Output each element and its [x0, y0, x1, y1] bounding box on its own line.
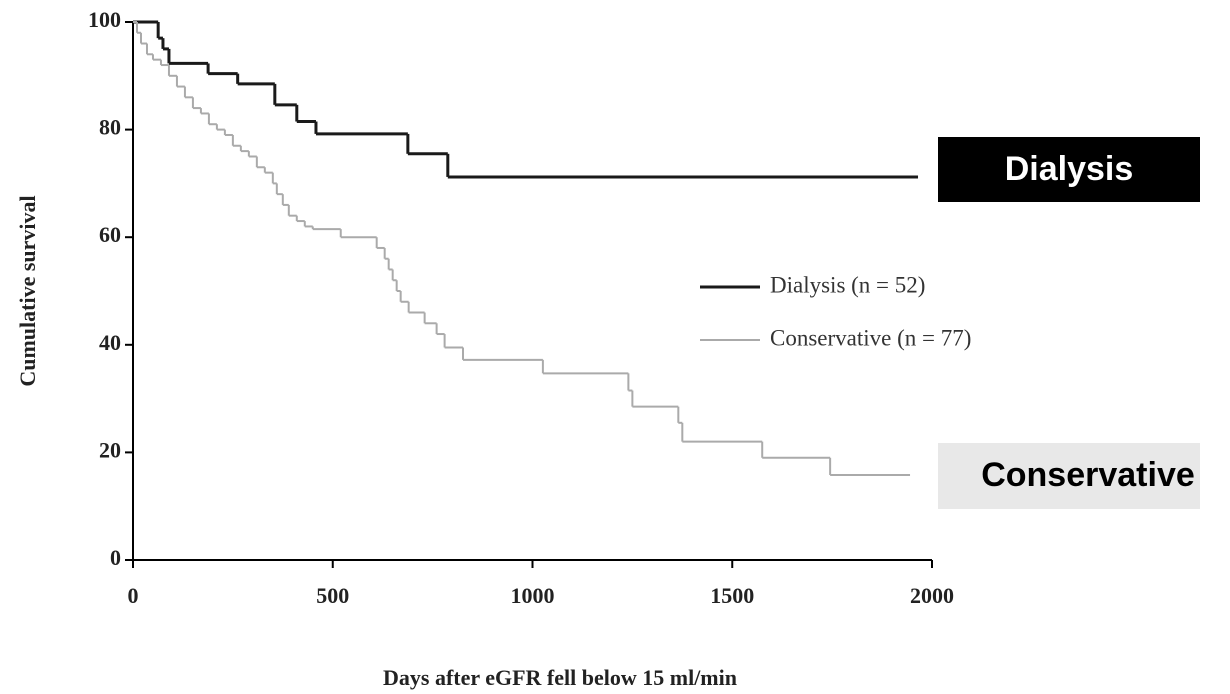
annotation-box	[938, 443, 1200, 509]
annotation: Dialysis	[1005, 150, 1134, 188]
x-tick-label: 0	[128, 583, 139, 608]
legend-label: Dialysis (n = 52)	[770, 272, 925, 297]
x-tick-label: 1000	[511, 583, 555, 608]
annotation-box	[938, 137, 1200, 202]
y-tick-label: 20	[99, 437, 121, 462]
annotation: Conservative	[981, 456, 1195, 494]
x-axis-label: Days after eGFR fell below 15 ml/min	[383, 665, 737, 690]
x-tick-label: 500	[316, 583, 349, 608]
y-tick-label: 0	[110, 545, 121, 570]
y-tick-label: 100	[88, 7, 121, 32]
legend-label: Conservative (n = 77)	[770, 325, 971, 350]
y-tick-label: 40	[99, 330, 121, 355]
x-tick-label: 1500	[710, 583, 754, 608]
y-axis-label: Cumulative survival	[15, 195, 40, 386]
y-tick-label: 60	[99, 222, 121, 247]
y-tick-label: 80	[99, 115, 121, 140]
x-tick-label: 2000	[910, 583, 954, 608]
